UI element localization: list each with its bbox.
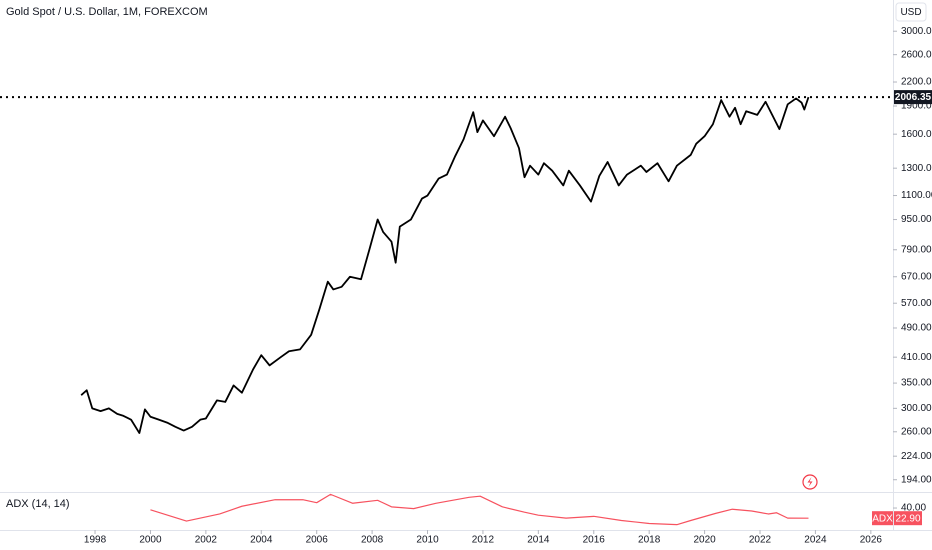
- y-tick-label: 40.00: [901, 503, 926, 514]
- y-tick-label: 3000.00: [901, 26, 932, 37]
- y-tick-label: 1100.00: [901, 190, 932, 201]
- x-tick-label: 1998: [84, 535, 107, 546]
- chart-title: Gold Spot / U.S. Dollar, 1M, FOREXCOM: [6, 6, 208, 18]
- y-tick-label: 2200.00: [901, 77, 932, 88]
- x-tick-label: 2008: [361, 535, 384, 546]
- y-tick-label: 1600.00: [901, 129, 932, 140]
- x-tick-label: 2012: [472, 535, 495, 546]
- indicator-title: ADX (14, 14): [6, 498, 70, 510]
- y-tick-label: 350.00: [901, 378, 932, 389]
- y-tick-label: 1300.00: [901, 163, 932, 174]
- x-tick-label: 2018: [638, 535, 661, 546]
- y-tick-label: 670.00: [901, 271, 932, 282]
- series-name-tag: [872, 511, 893, 526]
- x-tick-label: 2000: [139, 535, 162, 546]
- currency-button[interactable]: [895, 2, 927, 22]
- x-tick-label: 2020: [693, 535, 716, 546]
- y-tick-label: 260.00: [901, 426, 932, 437]
- last-price-label: 2006.35: [895, 92, 932, 103]
- last-value-label: 22.90: [895, 513, 920, 524]
- x-tick-label: 2004: [250, 535, 273, 546]
- series-line: [150, 493, 809, 526]
- y-tick-label: 790.00: [901, 244, 932, 255]
- x-tick-label: 2024: [804, 535, 827, 546]
- y-tick-label: 490.00: [901, 323, 932, 334]
- flash-icon[interactable]: [802, 474, 818, 490]
- series-line: [80, 96, 810, 434]
- x-tick-label: 2026: [860, 535, 883, 546]
- x-tick-label: 2016: [583, 535, 606, 546]
- y-tick-label: 224.00: [901, 451, 932, 462]
- y-tick-label: 2600.00: [901, 49, 932, 60]
- y-tick-label: 950.00: [901, 214, 932, 225]
- y-tick-label: 300.00: [901, 403, 932, 414]
- last-price-tag: [894, 90, 932, 105]
- last-value-tag: [894, 511, 922, 526]
- series-name: ADX: [872, 513, 893, 524]
- y-tick-label: 194.00: [901, 474, 932, 485]
- x-tick-label: 2002: [195, 535, 218, 546]
- x-tick-label: 2006: [306, 535, 329, 546]
- flash-bolt: [807, 477, 813, 487]
- x-tick-label: 2010: [416, 535, 439, 546]
- y-tick-label: 570.00: [901, 298, 932, 309]
- y-tick-label: 410.00: [901, 352, 932, 363]
- x-tick-label: 2014: [527, 535, 550, 546]
- currency-label: USD: [900, 7, 921, 18]
- x-tick-label: 2022: [749, 535, 772, 546]
- y-tick-label: 1900.00: [901, 101, 932, 112]
